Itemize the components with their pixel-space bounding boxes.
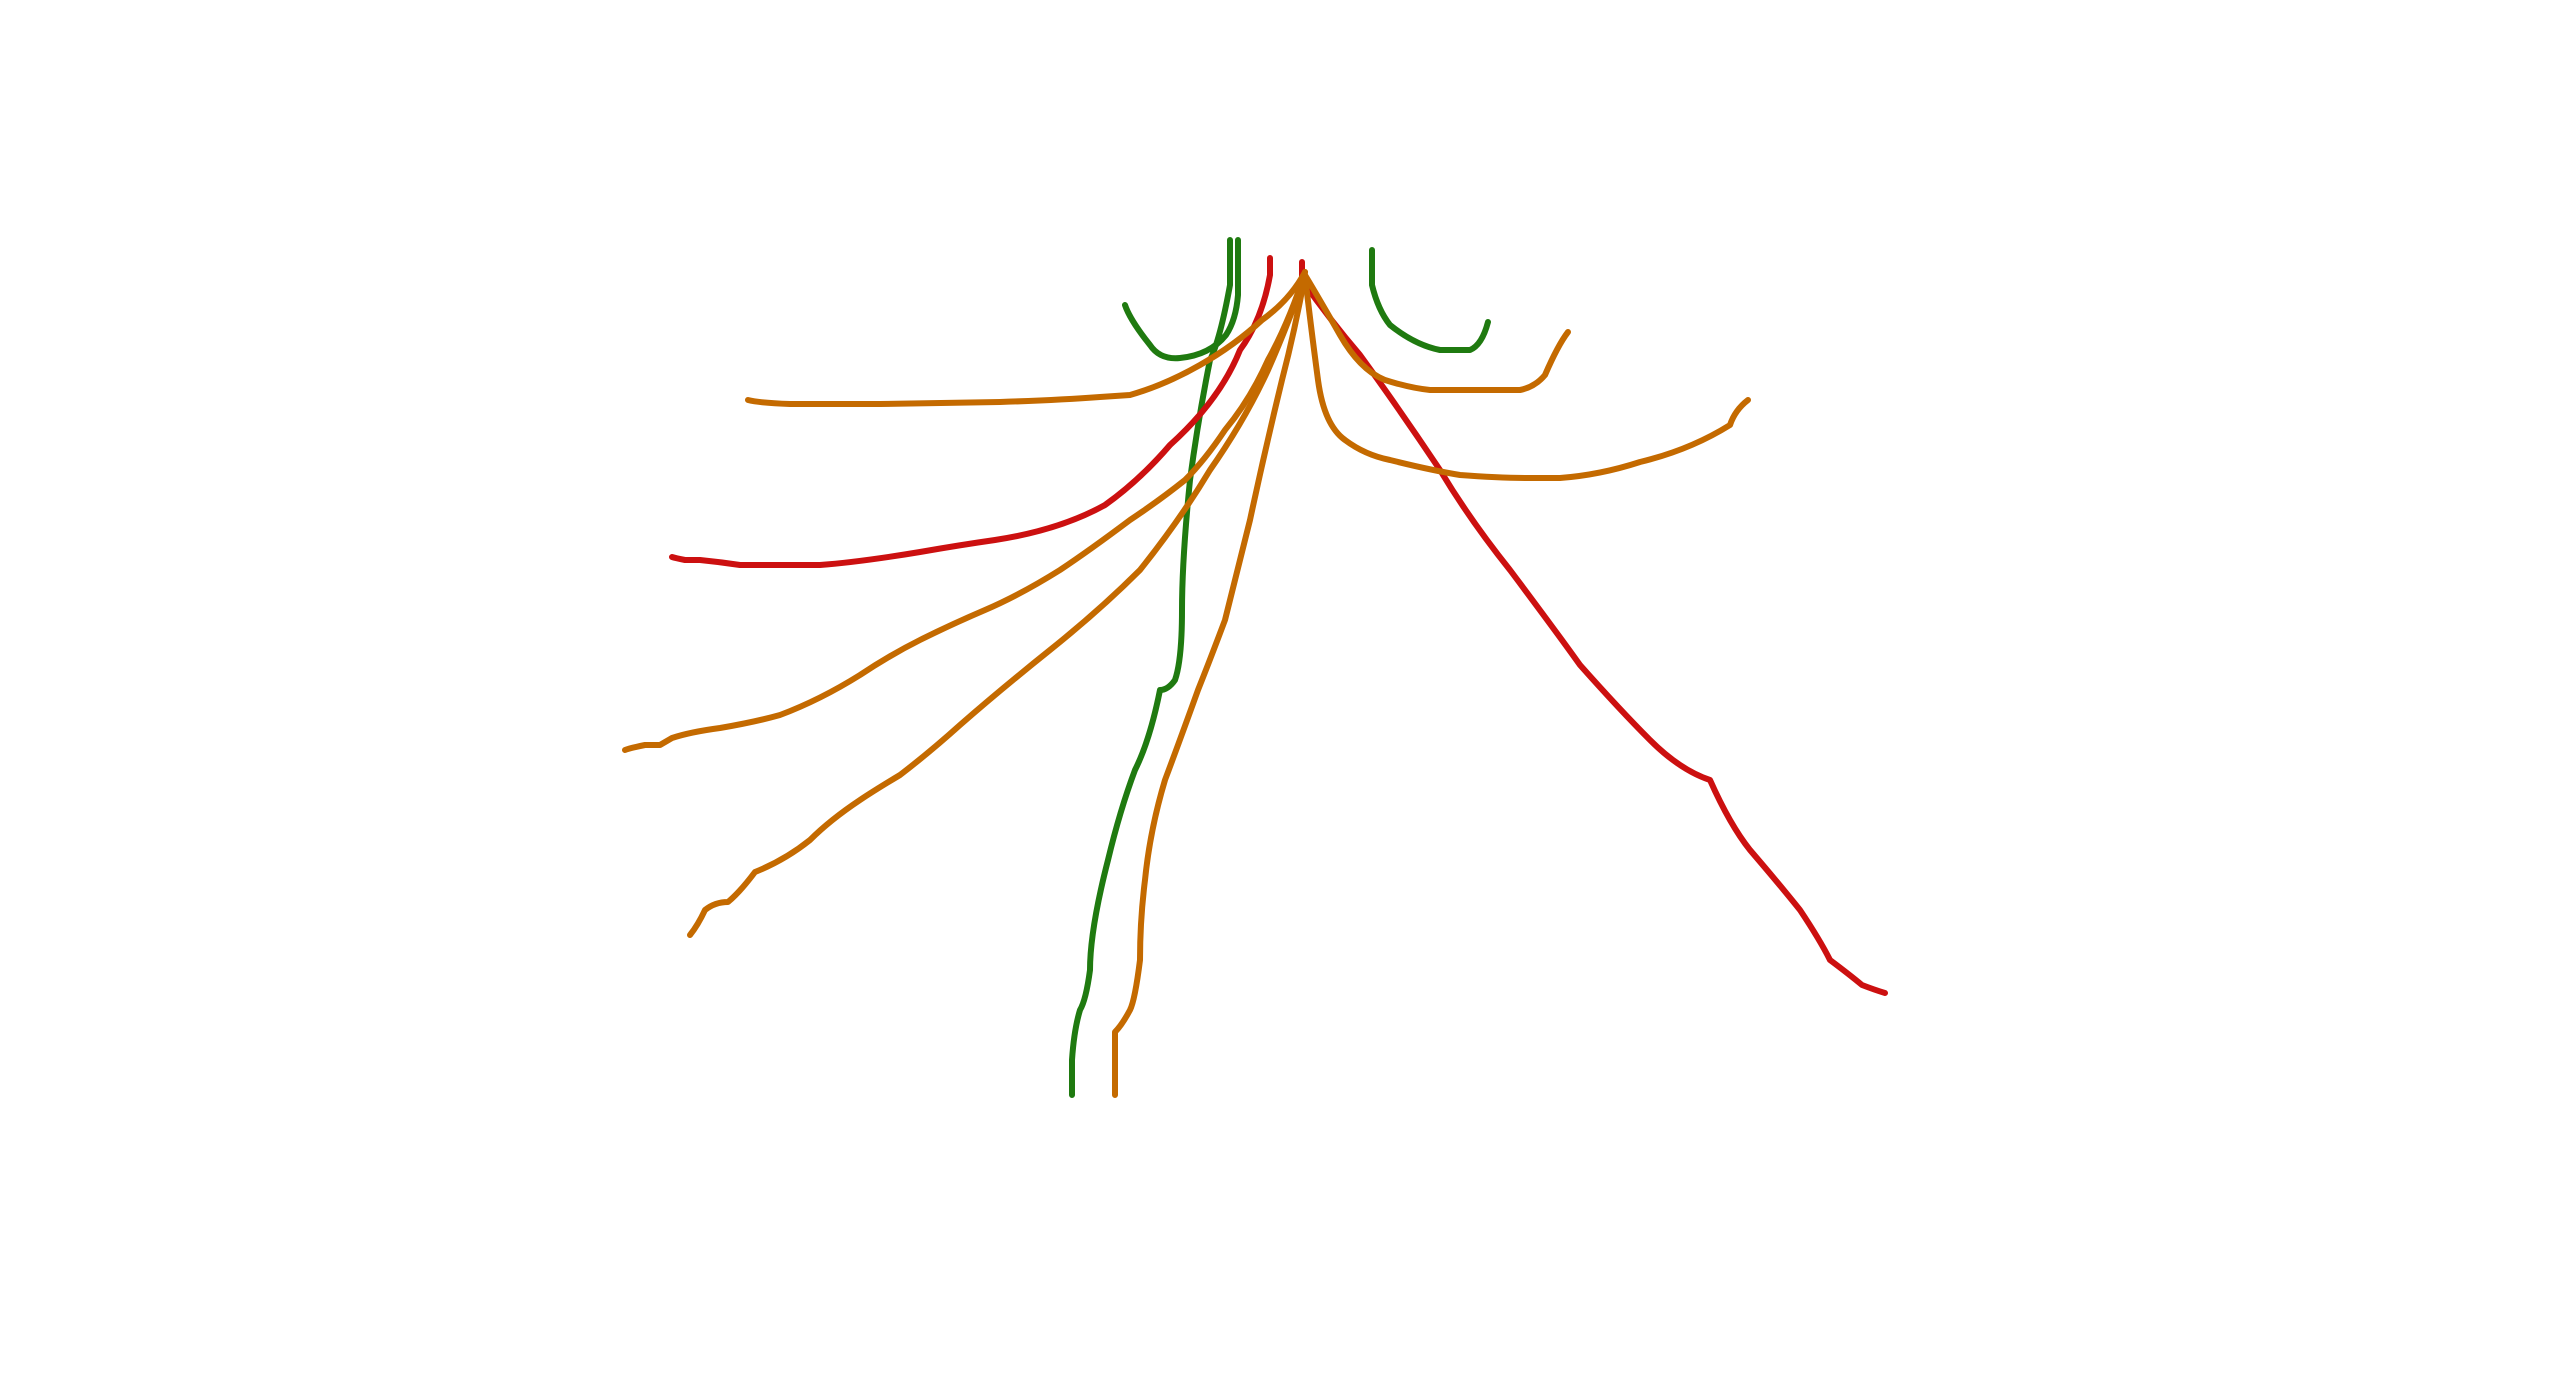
stroke-orange-lower-left [687, 272, 1308, 938]
stroke-red-left [669, 255, 1273, 568]
stroke-orange-right-long [1302, 272, 1751, 481]
stroke-orange-upper-middle-left [622, 269, 1308, 753]
stroke-orange-right-hook [1302, 272, 1571, 393]
stroke-green-left-long [1122, 237, 1241, 362]
stroke-green-right-hook [1369, 247, 1491, 353]
stroke-orange-center-trunk [1112, 272, 1308, 1098]
stroke-red-right [1299, 259, 1888, 996]
stroke-orange-top-left [745, 269, 1308, 408]
stroke-green-main-trunk [1069, 237, 1233, 1098]
